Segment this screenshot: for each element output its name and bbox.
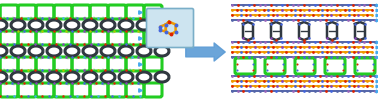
FancyBboxPatch shape (147, 8, 194, 47)
FancyArrowPatch shape (186, 43, 225, 61)
